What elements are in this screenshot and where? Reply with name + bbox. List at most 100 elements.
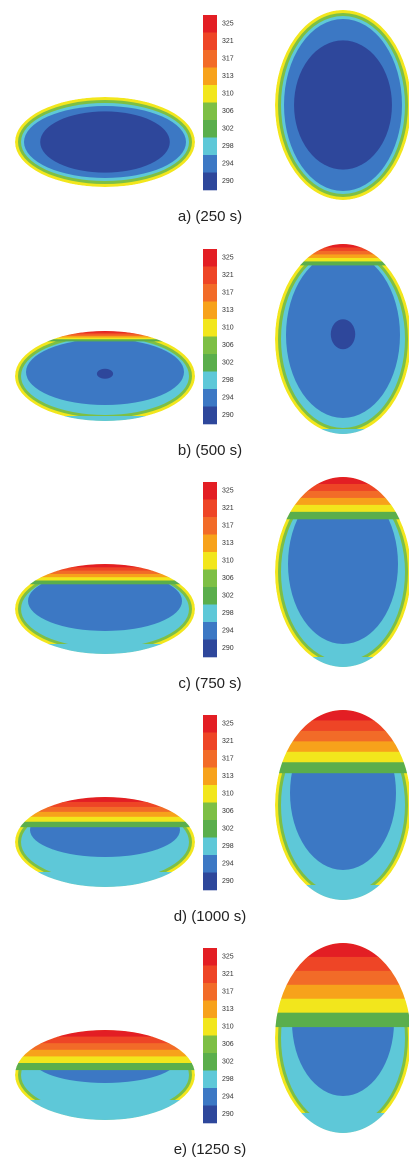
colorbar-band [203, 103, 217, 121]
colorbar-label: 302 [222, 593, 234, 600]
contour-plot [15, 1030, 195, 1120]
colorbar-label: 290 [222, 412, 234, 419]
colorbar-band [203, 873, 217, 891]
colorbar-label: 321 [222, 971, 234, 978]
colorbar-label: 317 [222, 290, 234, 297]
contour-band [15, 567, 195, 571]
contour-band [15, 812, 195, 817]
colorbar-band [203, 319, 217, 337]
contour-band [275, 741, 409, 752]
colorbar-label: 310 [222, 325, 234, 332]
colorbar-band [203, 733, 217, 751]
colorbar-band [203, 715, 217, 733]
colorbar-band [203, 85, 217, 103]
colorbar-band [203, 552, 217, 570]
contour-band [275, 512, 409, 519]
colorbar-band [203, 803, 217, 821]
contour-band [275, 498, 409, 505]
contour-band [275, 657, 409, 667]
colorbar-band [203, 983, 217, 1001]
colorbar-label: 306 [222, 1041, 234, 1048]
colorbar-band [203, 267, 217, 285]
contour-band [275, 484, 409, 491]
figure: 325321317313310306302298294290a) (250 s)… [0, 0, 409, 1160]
colorbar-label: 290 [222, 878, 234, 885]
contour-band [15, 817, 195, 822]
colorbar-label: 306 [222, 575, 234, 582]
colorbar-band [203, 337, 217, 355]
contour-band [275, 985, 409, 999]
contour-plot [15, 97, 195, 187]
contour-band [275, 247, 409, 251]
colorbar-band [203, 68, 217, 86]
colorbar-band [203, 249, 217, 267]
contour-band [15, 807, 195, 812]
colorbar-label: 325 [222, 21, 234, 28]
contour-band [15, 1056, 195, 1063]
colorbar-band [203, 1071, 217, 1089]
contour-band [15, 577, 195, 581]
colorbar-label: 317 [222, 56, 234, 63]
colorbar-label: 302 [222, 1059, 234, 1066]
contour-plot [275, 10, 409, 200]
caption: c) (750 s) [178, 675, 241, 692]
colorbar-label: 313 [222, 773, 234, 780]
contour-plot [275, 477, 409, 667]
colorbar-label: 325 [222, 255, 234, 262]
contour-band [40, 111, 170, 172]
colorbar-label: 325 [222, 721, 234, 728]
colorbar-label: 306 [222, 108, 234, 115]
colorbar-band [203, 354, 217, 372]
colorbar-label: 294 [222, 628, 234, 635]
colorbar-label: 317 [222, 756, 234, 763]
colorbar-band [203, 389, 217, 407]
contour-band [15, 564, 195, 568]
contour-band [275, 731, 409, 742]
colorbar-band [203, 587, 217, 605]
contour-band [15, 1030, 195, 1037]
contour-band [15, 1050, 195, 1057]
contour-band [331, 319, 355, 349]
contour-band [275, 1013, 409, 1027]
contour-band [15, 416, 195, 421]
contour-band [275, 752, 409, 763]
colorbar-band [203, 820, 217, 838]
colorbar-label: 317 [222, 989, 234, 996]
colorbar-band [203, 302, 217, 320]
colorbar-label: 321 [222, 738, 234, 745]
colorbar-label: 317 [222, 523, 234, 530]
contour-band [275, 258, 409, 262]
colorbar-label: 310 [222, 791, 234, 798]
colorbar-band [203, 138, 217, 156]
contour-band [15, 571, 195, 575]
colorbar-label: 310 [222, 91, 234, 98]
contour-plot [275, 710, 409, 900]
contour-band [15, 1037, 195, 1044]
colorbar-band [203, 838, 217, 856]
colorbar-band [203, 517, 217, 535]
contour-band [15, 1043, 195, 1050]
contour-plot [15, 331, 195, 421]
colorbar-label: 294 [222, 1094, 234, 1101]
contour-band [275, 254, 409, 258]
colorbar-band [203, 372, 217, 390]
colorbar-label: 313 [222, 540, 234, 547]
colorbar-label: 298 [222, 143, 234, 150]
contour-plot [275, 943, 409, 1133]
colorbar-label: 321 [222, 505, 234, 512]
colorbar-band [203, 407, 217, 425]
colorbar-label: 302 [222, 126, 234, 133]
contour-band [275, 261, 409, 265]
colorbar-band [203, 785, 217, 803]
colorbar-band [203, 155, 217, 173]
colorbar-label: 294 [222, 161, 234, 168]
contour-band [275, 477, 409, 484]
colorbar-band [203, 284, 217, 302]
contour-band [15, 1100, 195, 1120]
contour-band [275, 720, 409, 731]
colorbar-label: 294 [222, 395, 234, 402]
contour-band [275, 505, 409, 512]
colorbar-label: 310 [222, 558, 234, 565]
